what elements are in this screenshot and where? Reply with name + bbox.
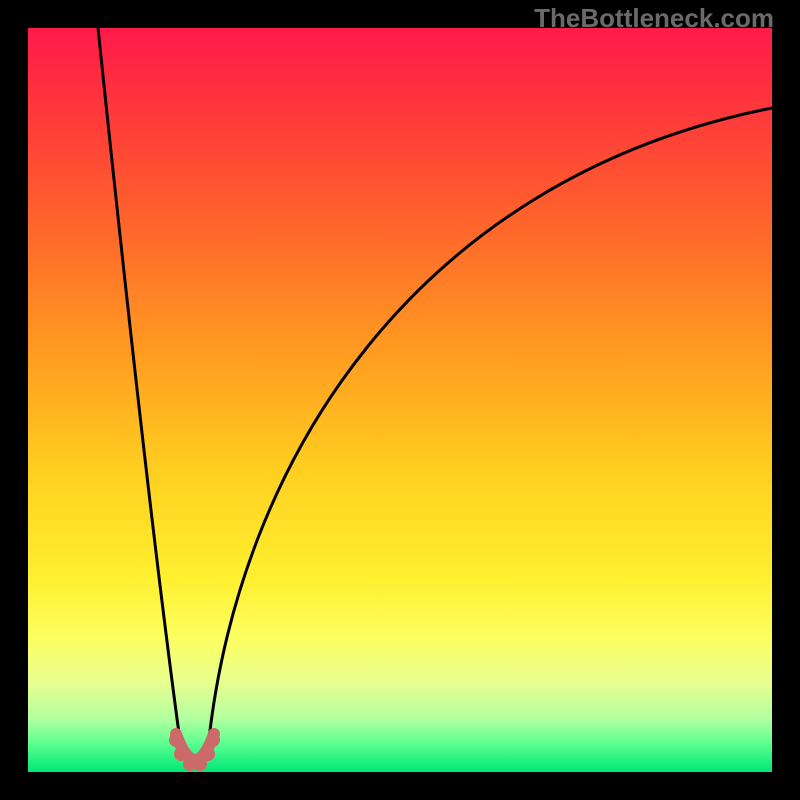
curve-right-branch (208, 108, 772, 748)
dip-marker-dot (169, 733, 183, 747)
curve-overlay (28, 28, 772, 772)
chart-container: TheBottleneck.com (0, 0, 800, 800)
dip-marker-dot (206, 733, 220, 747)
watermark-text: TheBottleneck.com (534, 3, 774, 34)
curve-left-branch (98, 28, 181, 748)
dip-marker-dot (201, 747, 215, 761)
